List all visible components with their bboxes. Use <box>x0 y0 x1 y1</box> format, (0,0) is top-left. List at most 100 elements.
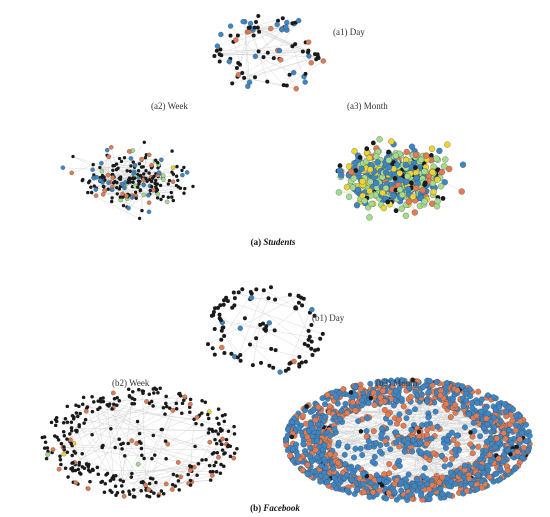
network-edge <box>252 324 261 366</box>
network-node-green <box>155 192 161 197</box>
network-node-black <box>103 178 107 182</box>
network-node-green <box>361 197 368 204</box>
network-node-black <box>137 440 142 444</box>
network-node-blue <box>459 383 466 390</box>
network-edge <box>328 443 506 451</box>
network-node-orange <box>416 433 423 440</box>
network-node-black <box>440 196 446 201</box>
network-node-black <box>410 377 416 383</box>
network-edge <box>240 305 303 356</box>
network-node-black <box>59 441 64 446</box>
network-node-black <box>72 415 76 419</box>
network-node-blue <box>341 451 348 458</box>
network-node-blue <box>438 452 445 459</box>
network-node-orange <box>382 438 389 444</box>
network-edge <box>128 186 152 209</box>
network-node-orange <box>450 436 457 443</box>
network-node-black <box>263 328 268 333</box>
network-node-blue <box>354 464 361 471</box>
network-node-blue <box>487 457 494 464</box>
network-node-black <box>151 404 155 408</box>
network-node-orange <box>475 388 482 395</box>
network-node-black <box>161 406 166 410</box>
network-edge <box>88 399 135 489</box>
network-node-blue <box>218 31 224 38</box>
network-node-blue <box>425 389 432 396</box>
network-edge <box>351 410 489 424</box>
network-node-blue <box>518 429 525 436</box>
network-node-black <box>296 300 301 305</box>
network-node-black <box>220 442 224 447</box>
network-node-black <box>174 401 179 406</box>
network-edge <box>249 31 259 52</box>
network-node-black <box>144 176 148 181</box>
network-node-blue <box>309 425 316 432</box>
network-node-black <box>180 168 184 173</box>
network-node-black <box>95 465 100 470</box>
network-node-blue <box>447 478 454 485</box>
network-node-blue <box>403 178 410 185</box>
network-node-blue <box>474 486 480 493</box>
network-node-blue <box>424 398 431 405</box>
network-node-blue <box>453 432 460 439</box>
network-node-blue <box>460 403 467 410</box>
network-node-yellow <box>366 187 373 195</box>
network-node-black <box>257 29 262 34</box>
network-node-blue <box>523 421 529 428</box>
network-node-blue <box>331 475 338 481</box>
network-node-blue <box>390 402 397 409</box>
network-node-blue <box>478 478 485 485</box>
network-node-orange <box>407 393 414 400</box>
network-node-blue <box>458 481 464 488</box>
network-node-black <box>287 361 292 366</box>
network-edge <box>312 420 483 437</box>
network-node-blue <box>488 428 495 435</box>
network-node-blue <box>291 69 297 76</box>
network-node-black <box>236 290 241 295</box>
network-node-blue <box>500 458 507 465</box>
network-node-blue <box>413 174 420 181</box>
network-node-blue <box>405 471 412 478</box>
network-node-blue <box>508 440 515 447</box>
network-node-black <box>76 467 81 472</box>
network-node-blue <box>359 452 366 458</box>
network-node-blue <box>442 384 449 391</box>
network-node-black <box>53 418 58 422</box>
network-node-blue <box>119 181 125 187</box>
network-node-yellow <box>380 204 387 212</box>
network-node-black <box>228 454 233 459</box>
network-node-green <box>161 173 166 178</box>
network-node-blue <box>478 464 485 471</box>
network-node-black <box>296 293 301 298</box>
network-node-blue <box>382 169 390 176</box>
network-node-black <box>150 176 155 180</box>
network-node-orange <box>381 406 388 413</box>
network-node-blue <box>290 457 297 464</box>
network-node-green <box>429 180 437 187</box>
network-node-black <box>76 414 80 419</box>
network-node-black <box>253 75 257 80</box>
network-node-blue <box>392 388 399 395</box>
network-node-blue <box>408 426 415 433</box>
network-node-orange <box>278 57 284 63</box>
network-node-black <box>316 54 320 59</box>
network-node-green <box>441 163 448 170</box>
network-edge <box>107 404 114 477</box>
network-node-black <box>284 83 289 88</box>
network-node-black <box>150 179 154 184</box>
network-node-blue <box>391 488 398 495</box>
network-node-yellow <box>396 170 403 177</box>
network-node-black <box>147 494 152 499</box>
network-node-black <box>166 182 170 186</box>
network-node-black <box>136 169 141 173</box>
network-node-green <box>368 200 375 208</box>
network-node-black <box>273 348 278 353</box>
network-node-black <box>152 491 156 495</box>
network-node-blue <box>300 440 307 447</box>
network-node-black <box>63 466 68 471</box>
network-node-black <box>137 162 142 166</box>
network-edge <box>111 408 191 471</box>
network-edge <box>111 408 155 456</box>
network-node-black <box>53 423 58 428</box>
network-node-blue <box>91 175 97 181</box>
